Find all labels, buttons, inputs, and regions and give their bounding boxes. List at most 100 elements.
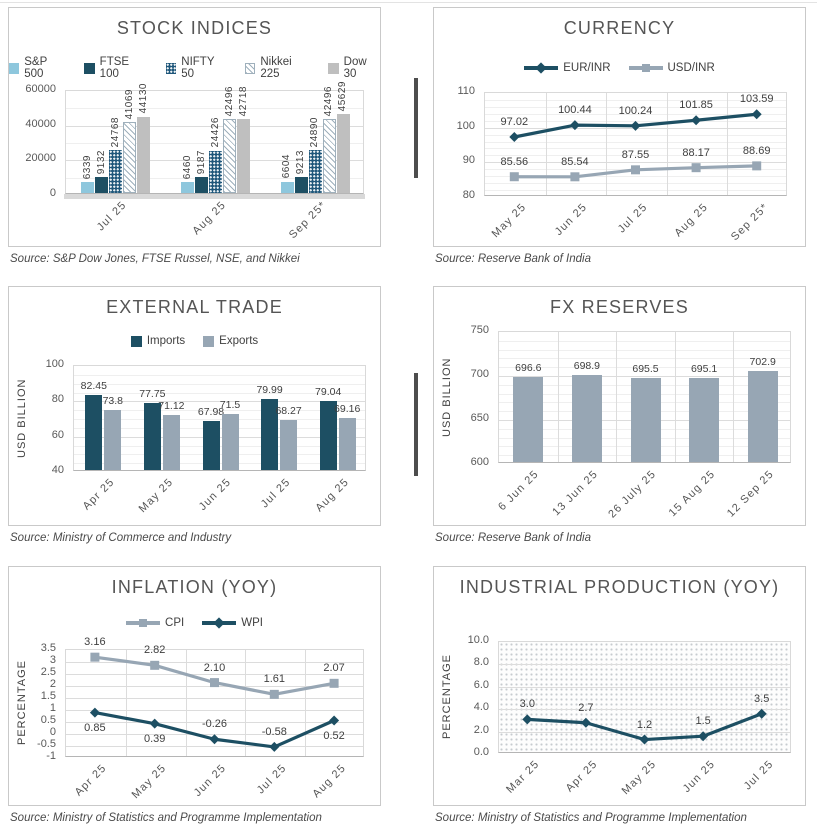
gridline-vertical	[185, 650, 187, 756]
chart-title: EXTERNAL TRADE	[106, 297, 283, 317]
bar-imports	[202, 420, 220, 470]
gridline-vertical	[245, 650, 247, 756]
minor-gridline	[74, 383, 365, 385]
bar-value-label: 6339	[81, 154, 93, 180]
y-axis-tick-label: 100	[456, 119, 475, 132]
gridline	[66, 746, 363, 747]
legend-line	[628, 64, 663, 72]
data-point-label: 3.0	[519, 698, 535, 711]
legend-item-eur-inr: EUR/INR	[524, 62, 611, 74]
gridline	[66, 125, 363, 127]
bar-nikkei-225	[223, 119, 236, 193]
bar-value-label: 42496	[223, 86, 235, 117]
legend-label: FTSE 100	[99, 56, 130, 80]
data-point-label: 2.82	[143, 644, 166, 657]
minor-gridline	[485, 99, 786, 101]
data-point-label: 85.54	[561, 155, 589, 168]
bar-value-label: 24426	[209, 117, 221, 148]
bar-exports	[338, 418, 356, 470]
gridline-vertical	[616, 332, 618, 462]
legend-swatch	[166, 62, 177, 74]
legend-label: Nikkei 225	[260, 56, 292, 80]
legend-item-ftse-100: FTSE 100	[84, 56, 148, 80]
bar-value-label: 77.75	[139, 388, 166, 401]
bar-value-label: 44130	[137, 83, 149, 114]
data-point-label: 1.5	[695, 715, 711, 728]
bar-value-label: 82.45	[80, 380, 107, 393]
chart-plot: 6339 6460 6604 9132 9187 9213 24768 24426 24890 4…	[9, 8, 380, 246]
minor-gridline	[74, 374, 365, 376]
legend-swatch	[203, 335, 215, 347]
marker-square	[631, 165, 640, 175]
minor-gridline	[499, 367, 790, 369]
fx-reserves-chart: FX RESERVES 696.6 698.9 695.5 695.1 702.9 600…	[433, 286, 806, 526]
legend-item-dow-30: Dow 30	[328, 56, 380, 80]
y-axis-tick-label: 600	[470, 456, 489, 468]
minor-gridline	[485, 183, 786, 185]
y-axis-tick-label: 80	[51, 393, 64, 406]
minor-gridline	[485, 106, 786, 108]
bar-value-label: 41069	[123, 88, 135, 119]
bar-value-label: 24890	[309, 116, 321, 147]
legend-swatch	[9, 62, 20, 74]
x-axis-band	[64, 194, 365, 199]
legend-label: WPI	[241, 617, 263, 629]
chart-source: Source: Ministry of Commerce and Industr…	[10, 532, 232, 544]
line-chart-canvas	[522, 708, 767, 745]
y-axis-tick-label: 1.5	[40, 690, 56, 702]
bar-value-label: 9187	[195, 149, 207, 175]
bar-series	[630, 377, 661, 462]
chart-legend: S&P 500 FTSE 100 NIFTY 50 Nikkei 225 Dow 30	[9, 56, 380, 80]
data-point-label: 88.69	[742, 144, 771, 157]
bar-value-label: 698.9	[573, 359, 601, 372]
legend-marker-square	[139, 619, 148, 627]
legend-item-wpi: WPI	[202, 617, 263, 629]
y-axis-tick-label: 700	[470, 368, 489, 380]
bar-value-label: 696.6	[515, 362, 542, 374]
column-divider-middle	[414, 373, 418, 476]
legend-marker-square	[641, 64, 650, 72]
bar-exports	[280, 420, 298, 470]
marker-diamond	[329, 715, 340, 726]
chart-title: FX RESERVES	[550, 297, 689, 317]
gridline-vertical	[733, 332, 735, 462]
data-point-label: 1.61	[263, 673, 286, 686]
legend-item-cpi: CPI	[126, 617, 184, 629]
legend-swatch	[84, 62, 95, 74]
minor-gridline	[485, 176, 786, 178]
gridline-vertical	[674, 332, 676, 462]
minor-gridline	[74, 445, 365, 447]
bar-ftse-100	[195, 177, 208, 193]
chart-source: Source: S&P Dow Jones, FTSE Russel, NSE,…	[10, 253, 300, 265]
y-axis-tick-label: 0.5	[40, 714, 56, 726]
data-point-label: 0.39	[143, 732, 166, 745]
data-point-label: 100.44	[558, 104, 592, 117]
legend-swatch	[244, 62, 256, 74]
y-axis-tick-label: 2	[49, 678, 56, 690]
marker-diamond	[756, 708, 767, 719]
gridline	[499, 376, 790, 377]
legend-label: CPI	[165, 617, 185, 629]
y-axis-tick-label: 60000	[25, 83, 56, 95]
legend-label: USD/INR	[667, 62, 715, 74]
chart-legend: EUR/INR USD/INR	[434, 62, 805, 74]
plot-area	[484, 92, 787, 196]
bar-series	[513, 377, 544, 462]
y-axis-tick-label: 110	[457, 85, 475, 97]
data-point-label: 2.07	[323, 662, 345, 675]
minor-gridline	[485, 134, 786, 136]
bar-exports	[221, 414, 239, 470]
bar-value-label: 9213	[295, 149, 307, 175]
data-point-label: 101.85	[679, 99, 713, 112]
y-axis-tick-label: 4.0	[473, 701, 489, 714]
y-axis-tick-label: 40000	[25, 117, 56, 130]
y-axis-tick-label: 0	[49, 726, 56, 738]
y-axis-tick-label: 60	[51, 428, 64, 441]
bar-dow-30	[336, 113, 350, 193]
y-axis-tick-label: 20000	[25, 152, 56, 165]
gridline-vertical	[606, 93, 608, 195]
industrial-production-chart: INDUSTRIAL PRODUCTION (YOY) 0.0 2.0 4.0 6.0…	[433, 566, 806, 806]
data-point-label: 87.55	[621, 148, 650, 161]
bar-value-label: 9132	[95, 149, 107, 175]
minor-gridline	[499, 349, 790, 351]
